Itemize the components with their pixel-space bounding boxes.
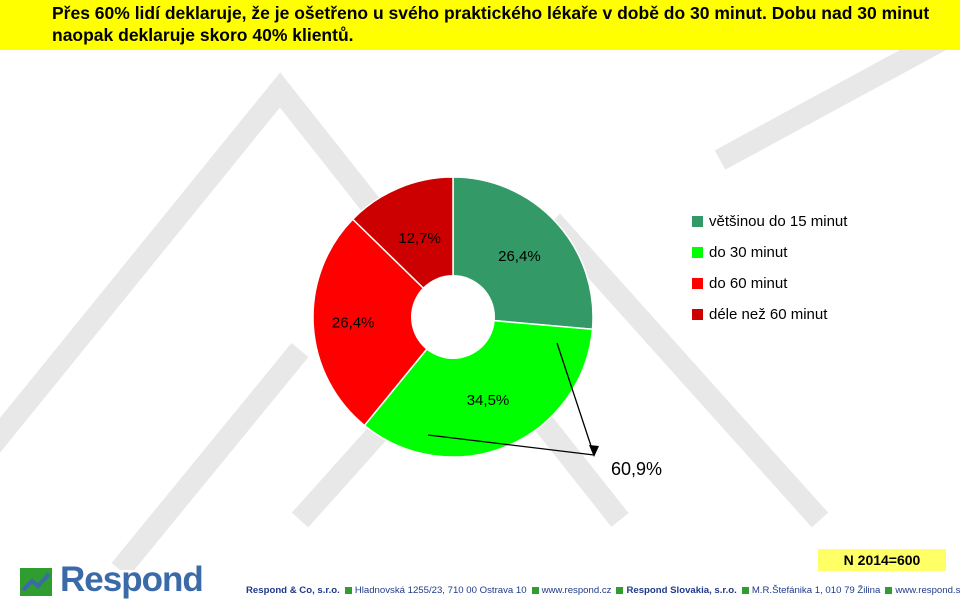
pie-slice [452, 176, 594, 331]
annotation-arrow [427, 342, 599, 457]
legend-swatch [692, 216, 703, 227]
legend-label: do 30 minut [709, 244, 788, 261]
bullet-icon [344, 587, 352, 594]
legend-label: do 60 minut [709, 275, 788, 292]
sample-size-badge: N 2014=600 [818, 549, 946, 571]
slice-value-label: 26,4% [498, 248, 541, 265]
legend-swatch [692, 247, 703, 258]
bullet-icon [616, 587, 624, 594]
legend-swatch [692, 309, 703, 320]
chart-legend: většinou do 15 minut do 30 minut do 60 m… [692, 206, 847, 330]
legend-item: většinou do 15 minut [692, 206, 847, 237]
bullet-icon [531, 587, 539, 594]
footer-company-sk: Respond Slovakia, s.r.o. [626, 585, 737, 596]
footer: Respond & Co, s.r.o. Hladnovská 1255/23,… [246, 585, 960, 596]
footer-web-sk[interactable]: www.respond.sk [895, 585, 960, 596]
legend-label: většinou do 15 minut [709, 213, 848, 230]
legend-label: déle než 60 minut [709, 306, 828, 323]
footer-address-cz: Hladnovská 1255/23, 710 00 Ostrava 10 [354, 585, 527, 596]
slice-value-label: 34,5% [467, 392, 510, 409]
legend-swatch [692, 278, 703, 289]
footer-address-sk: M.R.Štefánika 1, 010 79 Žilina [751, 585, 881, 596]
title-bar [0, 0, 960, 50]
slice-value-label: 26,4% [332, 315, 375, 332]
bullet-icon [885, 587, 893, 594]
legend-item: do 30 minut [692, 237, 847, 268]
legend-item: déle než 60 minut [692, 299, 847, 330]
respond-logo: Respond [20, 560, 204, 602]
bullet-icon [741, 587, 749, 594]
page-title: Přes 60% lidí deklaruje, že je ošetřeno … [52, 3, 930, 45]
footer-web-cz[interactable]: www.respond.cz [541, 585, 612, 596]
logo-text: Respond [60, 560, 204, 599]
pie-slice [363, 316, 594, 458]
donut-hole [411, 275, 495, 359]
legend-item: do 60 minut [692, 268, 847, 299]
annotation-value: 60,9% [611, 459, 662, 479]
footer-company-cz: Respond & Co, s.r.o. [246, 585, 340, 596]
pie-slice [312, 218, 455, 427]
logo-chart-icon [20, 568, 52, 596]
pie-slice [351, 176, 454, 319]
slice-value-label: 12,7% [398, 230, 441, 247]
